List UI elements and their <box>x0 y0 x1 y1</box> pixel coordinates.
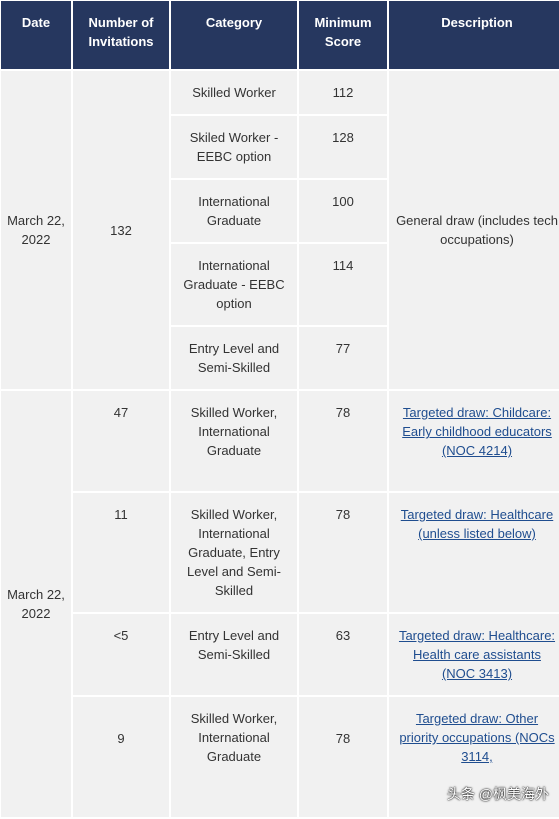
targeted-draw-other-priority-link[interactable]: Targeted draw: Other priority occupation… <box>399 711 555 764</box>
description-cell: Targeted draw: Childcare: Early childhoo… <box>389 391 559 491</box>
category-cell: International Graduate <box>171 180 297 242</box>
description-cell: Targeted draw: Healthcare (unless listed… <box>389 493 559 612</box>
score-cell: 100 <box>299 180 387 242</box>
invitations-cell: 11 <box>73 493 169 612</box>
category-cell: Skilled Worker, International Graduate <box>171 697 297 817</box>
header-row: Date Number of Invitations Category Mini… <box>1 1 559 69</box>
table-row: March 22, 2022 47 Skilled Worker, Intern… <box>1 391 559 817</box>
category-cell: Skilled Worker <box>171 71 297 114</box>
date-cell: March 22, 2022 <box>1 71 71 389</box>
category-cell: International Graduate - EEBC option <box>171 244 297 325</box>
watermark: 头条 @枫美海外 <box>446 786 549 802</box>
targeted-draw-health-care-assistants-link[interactable]: Targeted draw: Healthcare: Health care a… <box>398 628 556 681</box>
score-cell: 78 <box>299 493 387 612</box>
table-row: International Graduate 100 <box>1 180 559 242</box>
category-cell: Entry Level and Semi-Skilled <box>171 614 297 695</box>
table-row: 11 Skilled Worker, International Graduat… <box>1 493 559 612</box>
invitations-cell: 47 <box>73 391 169 491</box>
score-cell: 128 <box>299 116 387 178</box>
score-cell: 78 <box>299 697 387 817</box>
category-cell: Skilled Worker, International Graduate <box>171 391 297 491</box>
targeted-draw-healthcare-link[interactable]: Targeted draw: Healthcare (unless listed… <box>400 507 554 541</box>
score-cell: 63 <box>299 614 387 695</box>
header-category: Category <box>171 1 297 69</box>
invitations-cell: 9 <box>73 697 169 817</box>
header-minimum-score: Minimum Score <box>299 1 387 69</box>
description-cell: Targeted draw: Other priority occupation… <box>389 697 559 817</box>
table-row: International Graduate - EEBC option 114 <box>1 244 559 325</box>
category-cell: Entry Level and Semi-Skilled <box>171 327 297 389</box>
score-cell: 114 <box>299 244 387 325</box>
category-cell: Skilled Worker, International Graduate, … <box>171 493 297 612</box>
targeted-draw-childcare-link[interactable]: Targeted draw: Childcare: Early childhoo… <box>402 405 552 458</box>
description-cell: Targeted draw: Healthcare: Health care a… <box>389 614 559 695</box>
score-cell: 78 <box>299 391 387 491</box>
score-cell: 77 <box>299 327 387 389</box>
score-cell: 112 <box>299 71 387 114</box>
table-row: Skiled Worker - EEBC option 128 <box>1 116 559 178</box>
description-cell: General draw (includes tech occupations) <box>389 71 559 389</box>
header-description: Description <box>389 1 559 69</box>
table-row: March 22, 2022 132 Skilled Worker 112 Ge… <box>1 71 559 389</box>
header-date: Date <box>1 1 71 69</box>
table-row: <5 Entry Level and Semi-Skilled 63 Targe… <box>1 614 559 695</box>
invitations-cell: <5 <box>73 614 169 695</box>
header-invitations: Number of Invitations <box>73 1 169 69</box>
table-row: 9 Skilled Worker, International Graduate… <box>1 697 559 817</box>
invitations-cell: 132 <box>73 71 169 389</box>
date-cell: March 22, 2022 <box>1 391 71 817</box>
category-cell: Skiled Worker - EEBC option <box>171 116 297 178</box>
table-row: Entry Level and Semi-Skilled 77 <box>1 327 559 389</box>
